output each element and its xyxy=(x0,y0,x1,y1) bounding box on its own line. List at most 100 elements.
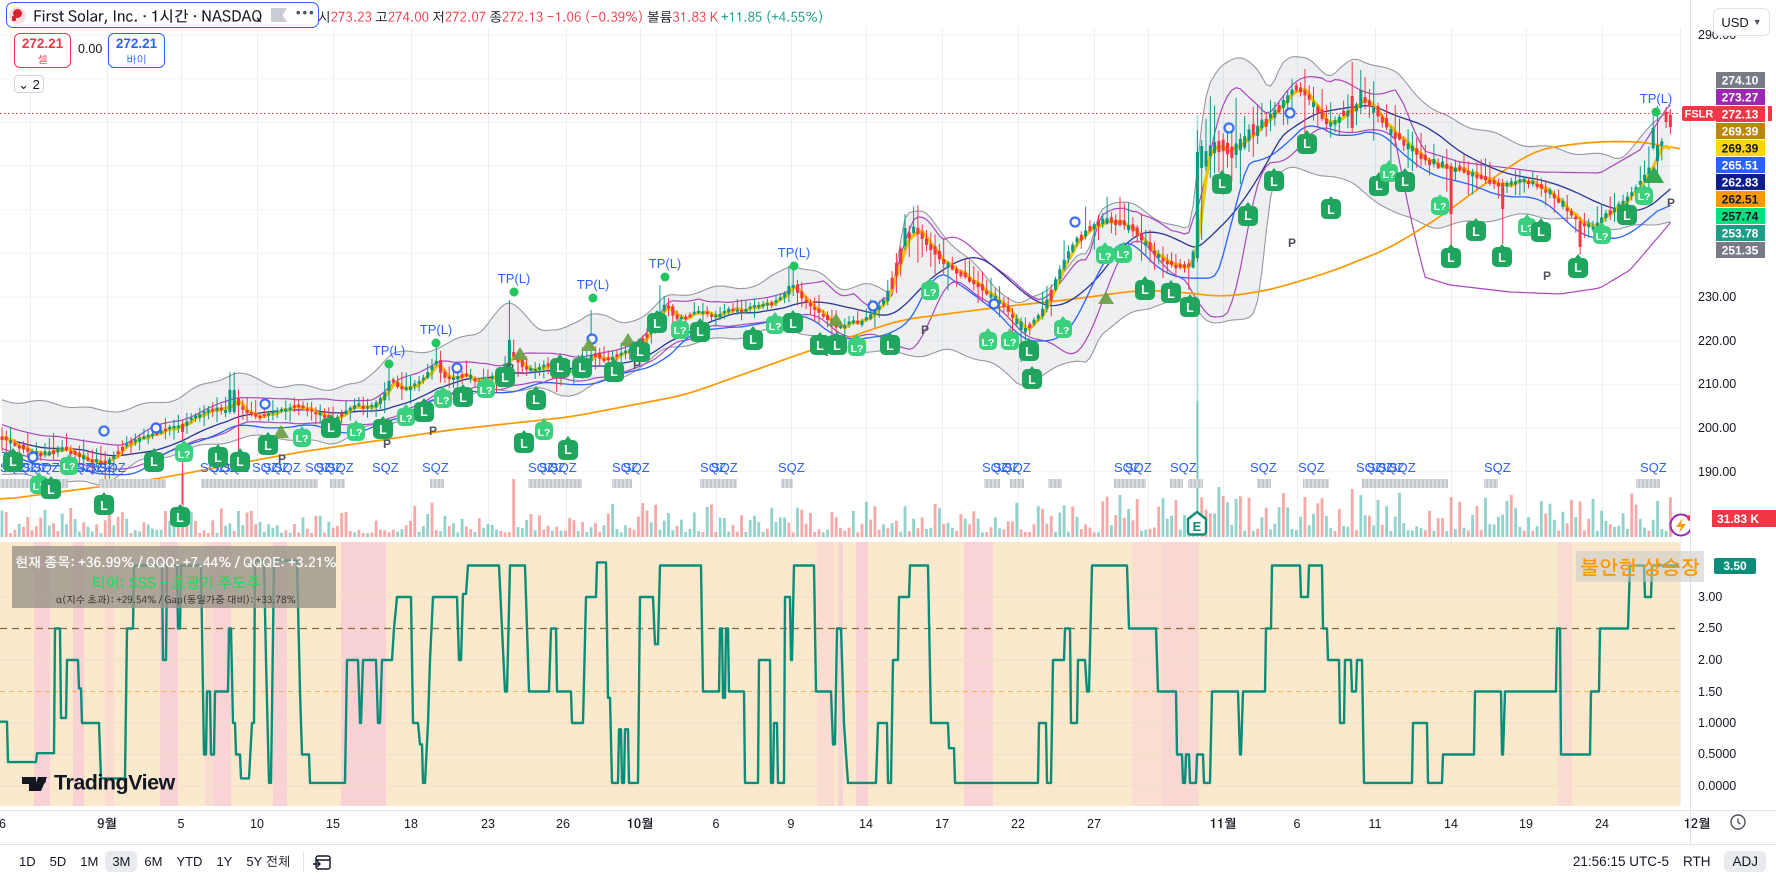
svg-text:269.39: 269.39 xyxy=(1722,125,1759,139)
svg-text:L: L xyxy=(420,405,428,419)
svg-text:200.00: 200.00 xyxy=(1698,421,1736,435)
svg-text:L?: L? xyxy=(1638,191,1651,203)
svg-text:22: 22 xyxy=(1011,817,1025,831)
svg-text:SQZ: SQZ xyxy=(1378,460,1405,475)
svg-text:SQZ: SQZ xyxy=(778,460,805,475)
svg-text:9: 9 xyxy=(788,817,795,831)
svg-text:L: L xyxy=(1270,175,1278,189)
svg-text:TP(L): TP(L) xyxy=(373,343,406,358)
svg-text:L: L xyxy=(1537,225,1545,239)
svg-text:L: L xyxy=(459,391,467,405)
svg-text:273.27: 273.27 xyxy=(1722,91,1759,105)
svg-text:262.83: 262.83 xyxy=(1722,176,1759,190)
svg-text:23: 23 xyxy=(481,817,495,831)
svg-text:251.35: 251.35 xyxy=(1722,244,1759,258)
svg-text:L?: L? xyxy=(1004,337,1017,349)
svg-text:18: 18 xyxy=(404,817,418,831)
svg-text:31.83 K: 31.83 K xyxy=(1717,512,1759,526)
svg-text:L?: L? xyxy=(1117,249,1130,261)
svg-text:P: P xyxy=(1288,236,1296,250)
svg-text:5: 5 xyxy=(178,817,185,831)
svg-text:19: 19 xyxy=(1519,817,1533,831)
svg-text:L: L xyxy=(1303,137,1311,151)
svg-text:L: L xyxy=(636,345,644,359)
svg-text:L: L xyxy=(100,499,108,513)
svg-text:P: P xyxy=(633,358,641,372)
svg-text:P: P xyxy=(383,437,391,451)
svg-text:L: L xyxy=(1244,209,1252,223)
svg-text:L?: L? xyxy=(674,325,687,337)
svg-text:L?: L? xyxy=(350,427,363,439)
svg-text:L: L xyxy=(886,339,894,353)
svg-text:269.39: 269.39 xyxy=(1722,142,1759,156)
svg-text:SQZ: SQZ xyxy=(539,460,566,475)
svg-text:L: L xyxy=(520,437,528,451)
svg-text:L: L xyxy=(150,455,158,469)
svg-text:SQZ: SQZ xyxy=(1170,460,1197,475)
svg-text:257.74: 257.74 xyxy=(1722,210,1759,224)
svg-text:SQZ: SQZ xyxy=(1125,460,1152,475)
svg-text:TP(L): TP(L) xyxy=(1640,91,1673,106)
svg-text:L?: L? xyxy=(1383,169,1396,181)
svg-text:SQZ: SQZ xyxy=(528,460,555,475)
svg-text:26: 26 xyxy=(556,817,570,831)
svg-text:P: P xyxy=(1667,196,1675,210)
svg-text:P: P xyxy=(921,323,929,337)
svg-text:210.00: 210.00 xyxy=(1698,377,1736,391)
svg-text:L: L xyxy=(1141,283,1149,297)
svg-text:L: L xyxy=(1375,179,1383,193)
svg-text:TP(L): TP(L) xyxy=(577,277,610,292)
svg-text:L: L xyxy=(327,421,335,435)
svg-text:27: 27 xyxy=(1087,817,1101,831)
svg-text:L: L xyxy=(610,365,618,379)
svg-text:15: 15 xyxy=(326,817,340,831)
svg-text:FSLR: FSLR xyxy=(1685,109,1714,121)
svg-text:SQZ: SQZ xyxy=(263,460,290,475)
svg-text:SQZ: SQZ xyxy=(550,460,577,475)
svg-text:3.50: 3.50 xyxy=(1723,559,1747,573)
svg-text:SQZ: SQZ xyxy=(1484,460,1511,475)
svg-text:TP(L): TP(L) xyxy=(778,245,811,260)
svg-text:L?: L? xyxy=(400,413,413,425)
svg-text:L?: L? xyxy=(296,433,309,445)
svg-text:SQZ: SQZ xyxy=(1004,460,1031,475)
svg-text:L?: L? xyxy=(1521,223,1534,235)
svg-text:L: L xyxy=(176,511,184,525)
svg-text:3.00: 3.00 xyxy=(1698,590,1722,604)
svg-text:L: L xyxy=(1623,209,1631,223)
svg-text:L: L xyxy=(1167,287,1175,301)
svg-text:L: L xyxy=(556,361,564,375)
svg-text:10: 10 xyxy=(250,817,264,831)
svg-text:L?: L? xyxy=(982,337,995,349)
svg-text:SQZ: SQZ xyxy=(316,460,343,475)
svg-text:L?: L? xyxy=(178,449,191,461)
svg-text:6: 6 xyxy=(713,817,720,831)
svg-text:L: L xyxy=(1472,225,1480,239)
svg-text:L?: L? xyxy=(924,287,937,299)
svg-text:0.0000: 0.0000 xyxy=(1698,779,1736,793)
svg-text:L: L xyxy=(653,317,661,331)
svg-text:L?: L? xyxy=(769,321,782,333)
svg-text:SQZ: SQZ xyxy=(1367,460,1394,475)
svg-text:L: L xyxy=(214,451,222,465)
svg-text:0.5000: 0.5000 xyxy=(1698,747,1736,761)
svg-text:1.50: 1.50 xyxy=(1698,685,1722,699)
svg-text:TradingView: TradingView xyxy=(54,771,176,795)
svg-text:L?: L? xyxy=(63,461,76,473)
svg-text:272.13: 272.13 xyxy=(1722,108,1759,122)
svg-text:6: 6 xyxy=(1294,817,1301,831)
svg-text:SQZ: SQZ xyxy=(1250,460,1277,475)
svg-text:SQZ: SQZ xyxy=(252,460,279,475)
svg-text:230.00: 230.00 xyxy=(1698,290,1736,304)
svg-text:SQZ: SQZ xyxy=(327,460,354,475)
svg-text:L?: L? xyxy=(851,343,864,355)
svg-text:L: L xyxy=(1498,251,1506,265)
svg-text:TP(L): TP(L) xyxy=(649,256,682,271)
svg-text:265.51: 265.51 xyxy=(1722,159,1759,173)
svg-text:SQZ: SQZ xyxy=(1114,460,1141,475)
svg-text:L: L xyxy=(696,325,704,339)
svg-text:SQZ: SQZ xyxy=(274,460,301,475)
svg-text:SQZ: SQZ xyxy=(982,460,1009,475)
svg-text:SQZ: SQZ xyxy=(422,460,449,475)
svg-text:L: L xyxy=(9,455,17,469)
